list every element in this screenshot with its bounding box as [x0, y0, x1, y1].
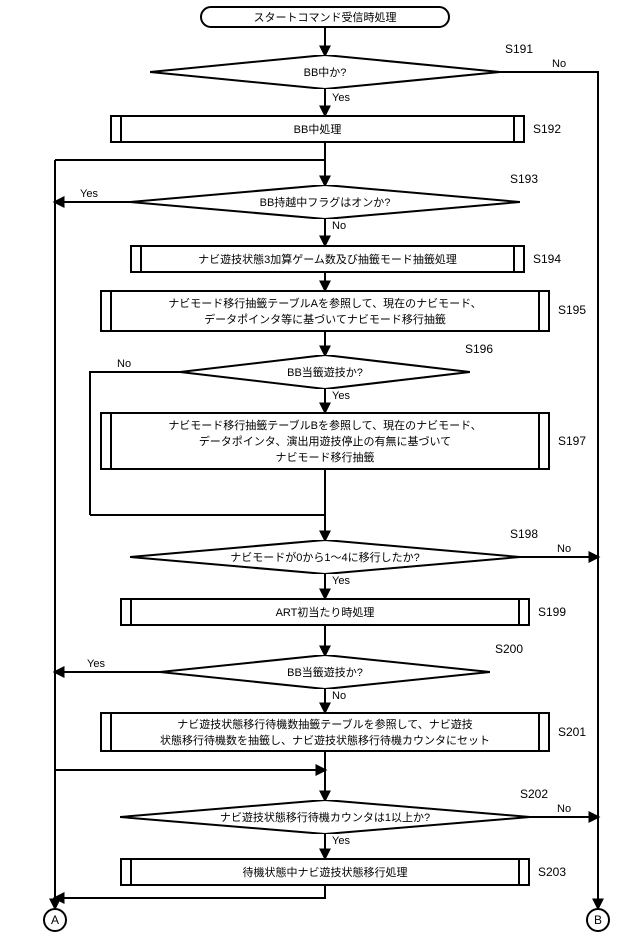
connector-a-text: A [51, 913, 59, 927]
process-s199-text: ART初当たり時処理 [276, 604, 375, 620]
step-s201: S201 [558, 725, 586, 739]
d202-no: No [555, 803, 573, 815]
step-s192: S192 [533, 122, 561, 136]
d191-yes: Yes [330, 92, 352, 104]
d193-no: No [330, 220, 348, 232]
connector-a: A [43, 908, 67, 932]
process-s201-text: ナビ遊技状態移行待機数抽籤テーブルを参照して、ナビ遊技 状態移行待機数を抽籤し、… [160, 716, 490, 748]
decision-s196-text: BB当籤遊技か? [287, 364, 363, 380]
connector-b-text: B [594, 913, 602, 927]
step-s199: S199 [538, 605, 566, 619]
decision-s198-text: ナビモードが0から1～4に移行したか? [230, 549, 419, 565]
decision-s202-text: ナビ遊技状態移行待機カウンタは1以上か? [220, 809, 430, 825]
decision-s193-text: BB持越中フラグはオンか? [260, 194, 391, 210]
process-s201: ナビ遊技状態移行待機数抽籤テーブルを参照して、ナビ遊技 状態移行待機数を抽籤し、… [100, 712, 550, 752]
decision-s193: BB持越中フラグはオンか? [130, 185, 520, 219]
process-s197-text: ナビモード移行抽籤テーブルBを参照して、現在のナビモード、 データポインタ、演出… [168, 417, 481, 465]
step-s198: S198 [510, 527, 538, 541]
process-s194: ナビ遊技状態3加算ゲーム数及び抽籤モード抽籤処理 [130, 245, 525, 273]
d200-no: No [330, 690, 348, 702]
process-s203: 待機状態中ナビ遊技状態移行処理 [120, 858, 530, 886]
d196-yes: Yes [330, 390, 352, 402]
step-s195: S195 [558, 303, 586, 317]
decision-s191-text: BB中か? [304, 64, 347, 80]
d198-yes: Yes [330, 575, 352, 587]
process-s203-text: 待機状態中ナビ遊技状態移行処理 [243, 864, 408, 880]
d202-yes: Yes [330, 835, 352, 847]
process-s195: ナビモード移行抽籤テーブルAを参照して、現在のナビモード、 データポインタ等に基… [100, 290, 550, 332]
process-s199: ART初当たり時処理 [120, 598, 530, 626]
step-s202: S202 [520, 787, 548, 801]
step-s191: S191 [505, 42, 533, 56]
process-s194-text: ナビ遊技状態3加算ゲーム数及び抽籤モード抽籤処理 [198, 251, 457, 267]
step-s194: S194 [533, 252, 561, 266]
d196-no: No [115, 358, 133, 370]
start-terminal: スタートコマンド受信時処理 [200, 6, 450, 28]
step-s203: S203 [538, 865, 566, 879]
decision-s196: BB当籤遊技か? [180, 355, 470, 389]
decision-s198: ナビモードが0から1～4に移行したか? [130, 540, 520, 574]
d191-no: No [550, 58, 568, 70]
decision-s200: BB当籤遊技か? [160, 655, 490, 689]
step-s193: S193 [510, 172, 538, 186]
decision-s200-text: BB当籤遊技か? [287, 664, 363, 680]
process-s192: BB中処理 [110, 115, 525, 143]
process-s195-text: ナビモード移行抽籤テーブルAを参照して、現在のナビモード、 データポインタ等に基… [168, 295, 481, 327]
connector-b: B [586, 908, 610, 932]
step-s196: S196 [465, 342, 493, 356]
step-s200: S200 [495, 642, 523, 656]
process-s197: ナビモード移行抽籤テーブルBを参照して、現在のナビモード、 データポインタ、演出… [100, 412, 550, 470]
start-title: スタートコマンド受信時処理 [254, 9, 397, 25]
decision-s202: ナビ遊技状態移行待機カウンタは1以上か? [120, 800, 530, 834]
step-s197: S197 [558, 434, 586, 448]
d200-yes: Yes [85, 658, 107, 670]
d193-yes: Yes [78, 188, 100, 200]
process-s192-text: BB中処理 [294, 121, 342, 137]
decision-s191: BB中か? [150, 55, 500, 89]
d198-no: No [555, 543, 573, 555]
